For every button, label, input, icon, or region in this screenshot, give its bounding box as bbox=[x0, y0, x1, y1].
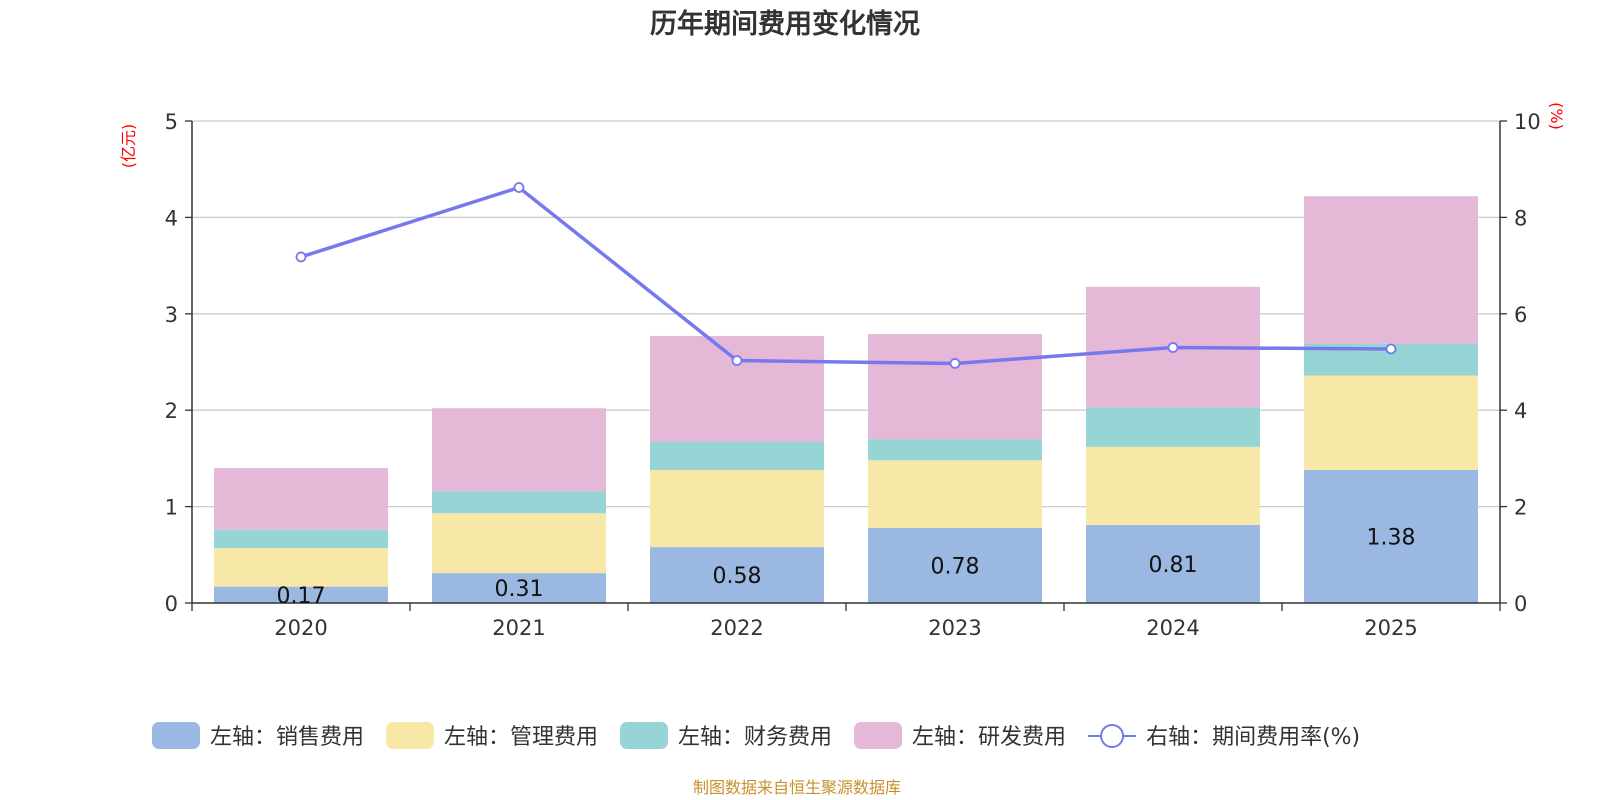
x-tick-label-2020: 2020 bbox=[274, 616, 327, 640]
data-label-2021: 0.31 bbox=[495, 577, 544, 602]
right-tick-label: 2 bbox=[1514, 496, 1527, 520]
legend-swatch-1 bbox=[386, 722, 435, 749]
data-label-2023: 0.78 bbox=[931, 554, 980, 579]
x-tick-label-2024: 2024 bbox=[1146, 616, 1199, 640]
bar-segment-s1-2021 bbox=[432, 513, 606, 574]
bar-segment-s3-2025 bbox=[1304, 196, 1478, 344]
bar-segment-s0-2023 bbox=[868, 527, 1042, 603]
bar-segment-s3-2020 bbox=[214, 468, 388, 530]
legend-swatch-0 bbox=[152, 722, 200, 749]
right-tick-label: 8 bbox=[1514, 206, 1527, 230]
left-tick-label: 4 bbox=[165, 206, 178, 230]
rate-point-2025 bbox=[1385, 343, 1397, 355]
rate-point-2024 bbox=[1167, 342, 1179, 353]
legend-label-2: 左轴：财务费用 bbox=[678, 725, 832, 750]
bar-segment-s2-2020 bbox=[214, 529, 388, 549]
bar-segment-s3-2023 bbox=[868, 334, 1042, 440]
legend-label-1: 左轴：管理费用 bbox=[444, 725, 598, 750]
right-tick-label: 4 bbox=[1514, 399, 1527, 423]
legend-label-3: 左轴：研发费用 bbox=[912, 725, 1066, 750]
bar-segment-s0-2022 bbox=[650, 547, 824, 603]
bar-segment-s3-2021 bbox=[432, 408, 606, 492]
rate-point-2023 bbox=[949, 358, 961, 369]
source-note: 制图数据来自恒生聚源数据库 bbox=[693, 778, 901, 797]
bar-segment-s1-2025 bbox=[1304, 375, 1478, 470]
line-series bbox=[295, 182, 1397, 369]
bar-series bbox=[214, 196, 1478, 603]
bar-segment-s2-2023 bbox=[868, 439, 1042, 461]
x-tick-label-2025: 2025 bbox=[1364, 616, 1417, 640]
left-tick-label: 5 bbox=[165, 110, 178, 134]
rate-point-2020 bbox=[295, 251, 307, 263]
x-tick-label-2022: 2022 bbox=[710, 616, 763, 640]
bar-segment-s1-2022 bbox=[650, 469, 824, 548]
bar-segment-s0-2020 bbox=[214, 586, 388, 603]
bar-segment-s1-2024 bbox=[1086, 446, 1260, 525]
bar-segment-s0-2025 bbox=[1304, 469, 1478, 603]
left-tick-label: 2 bbox=[165, 399, 178, 423]
data-label-2024: 0.81 bbox=[1149, 553, 1198, 578]
bar-segment-s0-2021 bbox=[432, 573, 606, 603]
right-tick-label: 6 bbox=[1514, 303, 1527, 327]
bar-segment-s2-2024 bbox=[1086, 407, 1260, 447]
bar-segment-s0-2024 bbox=[1086, 524, 1260, 603]
rate-line bbox=[300, 185, 1392, 366]
data-label-2020: 0.17 bbox=[277, 584, 326, 609]
right-tick-label: 10 bbox=[1514, 110, 1541, 134]
axes: 0 1 2 3 4 5 0 2 4 6 8 10 2020 2021 2022 2023 2024 2025 bbox=[165, 110, 1541, 640]
bar-segment-s2-2021 bbox=[432, 491, 606, 514]
rate-point-2021 bbox=[513, 182, 525, 193]
right-axis-unit: (%) bbox=[1547, 102, 1566, 130]
bar-segment-s1-2023 bbox=[868, 460, 1042, 528]
grid-lines bbox=[192, 120, 1500, 508]
bar-segment-s2-2022 bbox=[650, 442, 824, 470]
data-label-2022: 0.58 bbox=[713, 564, 762, 589]
legend: 左轴：销售费用 左轴：管理费用 左轴：财务费用 左轴：研发费用 右轴：期间费用率(%) bbox=[152, 722, 1360, 750]
x-tick-label-2021: 2021 bbox=[492, 616, 545, 640]
rate-point-2022 bbox=[731, 355, 743, 366]
legend-swatch-2 bbox=[620, 722, 669, 749]
x-tick-label-2023: 2023 bbox=[928, 616, 981, 640]
legend-label-4: 右轴：期间费用率(%) bbox=[1146, 725, 1360, 750]
data-label-2025: 1.38 bbox=[1367, 525, 1416, 550]
chart-title: 历年期间费用变化情况 bbox=[650, 8, 920, 40]
bar-segment-s1-2020 bbox=[214, 548, 388, 587]
left-tick-label: 0 bbox=[165, 592, 178, 616]
left-tick-label: 1 bbox=[165, 496, 178, 520]
right-tick-label: 0 bbox=[1514, 592, 1527, 616]
left-tick-label: 3 bbox=[165, 303, 178, 327]
legend-swatch-3 bbox=[854, 722, 903, 749]
legend-label-0: 左轴：销售费用 bbox=[210, 725, 364, 750]
left-axis-unit: (亿元) bbox=[119, 124, 138, 169]
data-labels: 0.17 0.31 0.58 0.78 0.81 1.38 bbox=[277, 525, 1416, 608]
legend-marker-swatch bbox=[1100, 724, 1125, 748]
bar-segment-s3-2022 bbox=[650, 335, 824, 443]
